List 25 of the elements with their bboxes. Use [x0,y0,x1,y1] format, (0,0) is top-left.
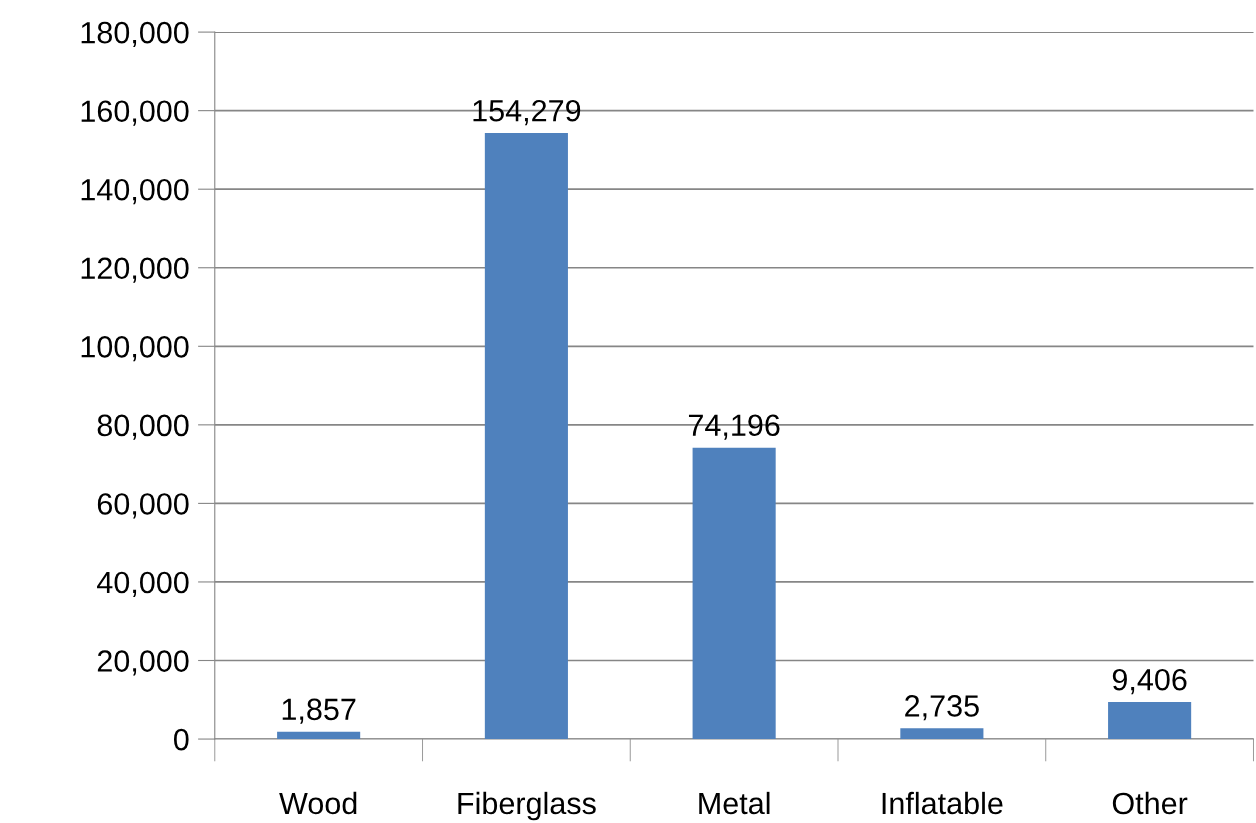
x-tick-label: Metal [699,791,770,815]
bar [900,728,984,740]
bar [484,133,568,740]
y-tick-label: 40,000 [97,571,189,597]
data-label: 154,279 [473,99,581,126]
y-tick-label: 100,000 [81,336,189,362]
y-tick-label: 140,000 [81,178,189,205]
y-tick-label: 0 [173,728,189,751]
data-label: 2,735 [905,695,979,721]
bar [277,731,361,740]
y-tick-label: 120,000 [81,257,189,283]
x-tick-label: Fiberglass [458,791,596,821]
x-tick-label: Other [1112,791,1188,815]
data-label: 74,196 [688,414,780,440]
data-label: 1,857 [282,698,356,724]
data-label: 9,406 [1112,668,1187,695]
bar [1108,702,1192,740]
y-tick-label: 60,000 [97,493,189,519]
x-tick-label: Wood [279,791,357,815]
y-tick-label: 20,000 [97,650,189,676]
bar [692,447,776,740]
y-tick-label: 160,000 [81,100,189,126]
x-tick-label: Inflatable [882,791,1003,815]
y-tick-label: 80,000 [97,414,189,440]
y-tick-label: 180,000 [81,21,189,48]
